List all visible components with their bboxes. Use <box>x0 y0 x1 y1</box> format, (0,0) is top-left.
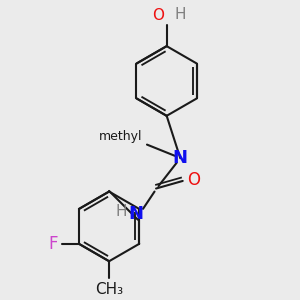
Text: F: F <box>49 235 58 253</box>
Text: O: O <box>187 171 200 189</box>
Text: CH₃: CH₃ <box>95 282 123 297</box>
Text: N: N <box>173 149 188 167</box>
Text: methyl: methyl <box>99 130 142 143</box>
Text: H: H <box>174 7 186 22</box>
Text: H: H <box>115 204 127 219</box>
Text: N: N <box>129 205 144 223</box>
Text: O: O <box>152 8 164 22</box>
